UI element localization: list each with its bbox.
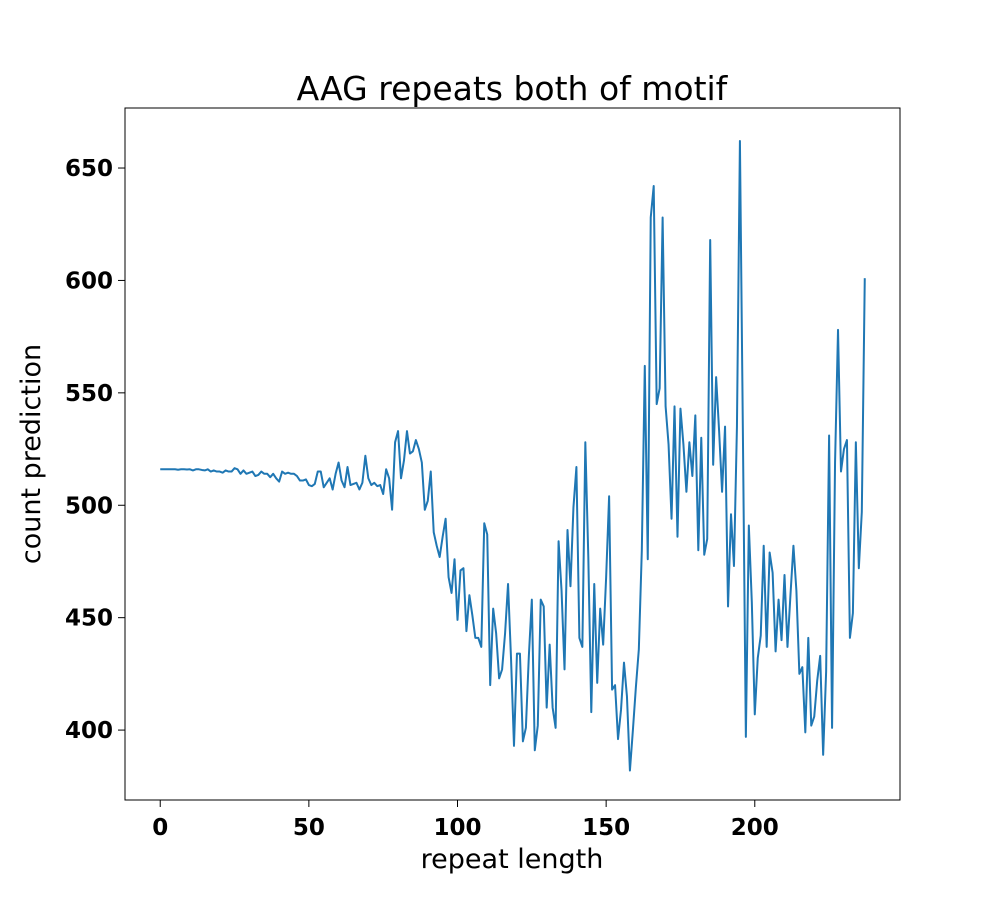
y-tick-label: 650 (65, 156, 113, 182)
y-tick-label: 550 (65, 381, 113, 407)
x-axis-label: repeat length (421, 844, 604, 875)
y-tick-label: 500 (65, 493, 113, 519)
y-tick-label: 600 (65, 268, 113, 294)
y-axis-label: count prediction (16, 344, 47, 564)
x-tick-label: 100 (433, 815, 481, 841)
y-tick-label: 450 (65, 606, 113, 632)
x-tick-label: 150 (582, 815, 630, 841)
x-tick-label: 200 (731, 815, 779, 841)
y-tick-label: 400 (65, 718, 113, 744)
x-tick-label: 50 (293, 815, 325, 841)
plot-frame (124, 107, 901, 801)
x-tick-label: 0 (152, 815, 168, 841)
chart-title: AAG repeats both of motif (297, 69, 729, 108)
data-line (160, 140, 866, 772)
